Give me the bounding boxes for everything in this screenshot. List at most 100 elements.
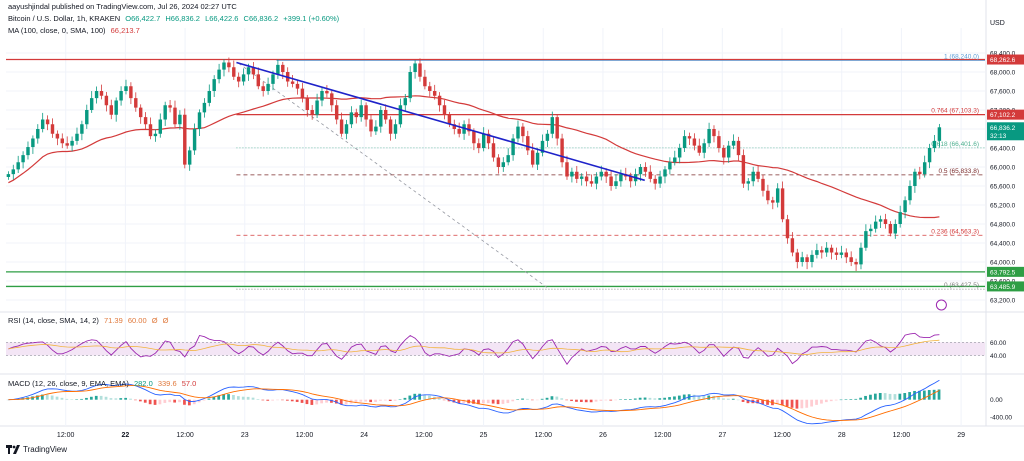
- candle-body: [550, 117, 554, 134]
- candle-body: [354, 112, 359, 118]
- candle-body: [295, 83, 300, 89]
- candle-body: [761, 178, 765, 191]
- candle-body: [315, 100, 319, 115]
- macd-histogram-bar: [560, 398, 564, 400]
- candle-body: [766, 190, 770, 201]
- candle-body: [614, 181, 618, 186]
- candle-body: [746, 181, 750, 184]
- macd-histogram-bar: [442, 399, 446, 401]
- macd-histogram-bar: [619, 399, 622, 400]
- macd-histogram-bar: [65, 398, 69, 400]
- macd-histogram-bar: [643, 397, 647, 400]
- candle-body: [227, 62, 231, 68]
- candle-body: [584, 176, 589, 182]
- candle-body: [232, 67, 236, 77]
- rsi-label[interactable]: RSI (14, close, SMA, 14, 2): [8, 316, 99, 325]
- macd-pane: [6, 379, 941, 425]
- candle-body: [702, 143, 706, 153]
- time-tick-label: 22: [121, 432, 129, 439]
- macd-histogram-bar: [325, 399, 328, 403]
- candle-body: [65, 143, 69, 146]
- candle-body: [21, 155, 25, 163]
- rsi-extra-2: Ø: [151, 316, 158, 325]
- macd-histogram-bar: [496, 399, 500, 405]
- time-tick-label: 12:00: [57, 432, 75, 439]
- candle-body: [148, 124, 153, 137]
- candle-body: [413, 63, 417, 72]
- ma-label[interactable]: MA (100, close, 0, SMA, 100): [8, 26, 106, 35]
- axes: 12:00 22 12:00 23 12:00 24 12:00 25 12:00 26 12:00…: [57, 51, 1024, 439]
- candle-body: [75, 133, 79, 141]
- candle-body: [893, 224, 897, 234]
- candle-body: [187, 150, 192, 165]
- candle-body: [756, 171, 760, 179]
- price-tick-label: 65,200.0: [990, 203, 1016, 210]
- macd-histogram-bar: [658, 398, 662, 400]
- macd-histogram-bar: [584, 399, 588, 403]
- candle-body: [668, 162, 672, 170]
- macd-histogram-bar: [256, 399, 260, 400]
- candle-body: [736, 140, 741, 156]
- candle-body: [477, 143, 481, 148]
- macd-histogram-bar: [187, 399, 191, 406]
- candle-body: [153, 133, 158, 137]
- candle-body: [511, 138, 515, 156]
- candle-body: [486, 133, 491, 144]
- candle-body: [829, 247, 834, 253]
- macd-histogram-bar: [628, 399, 632, 400]
- macd-histogram-bar: [354, 399, 358, 403]
- macd-histogram-bar: [780, 399, 784, 406]
- symbol-name[interactable]: Bitcoin / U.S. Dollar, 1h, KRAKEN: [8, 14, 121, 23]
- candle-body: [246, 67, 251, 75]
- macd-label[interactable]: MACD (12, 26, close, 9, EMA, EMA): [8, 379, 129, 388]
- price-tag-label: 67,102.2: [990, 112, 1016, 119]
- candle-body: [129, 86, 133, 99]
- macd-histogram-bar: [736, 399, 740, 401]
- price-tick-label: 68,400.0: [990, 51, 1016, 58]
- macd-histogram-bar: [937, 389, 941, 400]
- currency-text: USD: [990, 20, 1005, 27]
- candle-body: [452, 124, 457, 129]
- macd-histogram-bar: [526, 398, 529, 400]
- macd-value-1: 282.0: [133, 379, 153, 388]
- macd-histogram-bar: [428, 395, 431, 400]
- candle-body: [447, 114, 452, 125]
- macd-histogram-bar: [903, 393, 907, 400]
- time-tick-label: 25: [480, 432, 488, 439]
- tradingview-footer[interactable]: TradingView: [6, 445, 67, 454]
- symbol-line: Bitcoin / U.S. Dollar, 1h, KRAKEN O66,42…: [8, 14, 342, 23]
- candle-body: [663, 169, 667, 177]
- rsi-pane: [6, 332, 985, 366]
- macd-legend: MACD (12, 26, close, 9, EMA, EMA) 282.0 …: [8, 379, 199, 388]
- ohlc-open: O66,422.7: [125, 14, 161, 23]
- macd-histogram-bar: [472, 399, 475, 404]
- macd-histogram-bar: [717, 397, 720, 400]
- candle-body: [403, 98, 408, 106]
- macd-histogram-bar: [648, 397, 652, 400]
- macd-histogram-bar: [114, 398, 118, 400]
- fib-level-label: 0.618 (66,401.6): [931, 141, 979, 148]
- macd-histogram-bar: [922, 390, 926, 400]
- candle-body: [869, 228, 873, 232]
- candle-body: [849, 257, 853, 262]
- candle-body: [457, 129, 461, 134]
- macd-histogram-bar: [50, 395, 54, 400]
- time-tick-label: 26: [599, 432, 607, 439]
- candle-body: [374, 126, 378, 132]
- candle-body: [325, 91, 329, 94]
- price-tag-bg: [987, 122, 1024, 141]
- macd-histogram-bar: [285, 399, 289, 401]
- candle-body: [119, 91, 123, 101]
- candle-body: [310, 110, 314, 115]
- candle-body: [653, 178, 657, 184]
- candle-body: [579, 176, 584, 179]
- macd-histogram-bar: [70, 399, 74, 400]
- rsi-value: 71.39: [103, 316, 123, 325]
- candle-body: [638, 167, 643, 175]
- macd-histogram-bar: [403, 397, 407, 400]
- candle-body: [795, 252, 799, 262]
- candle-body: [780, 188, 785, 220]
- candle-body: [712, 129, 716, 137]
- candle-body: [648, 171, 652, 179]
